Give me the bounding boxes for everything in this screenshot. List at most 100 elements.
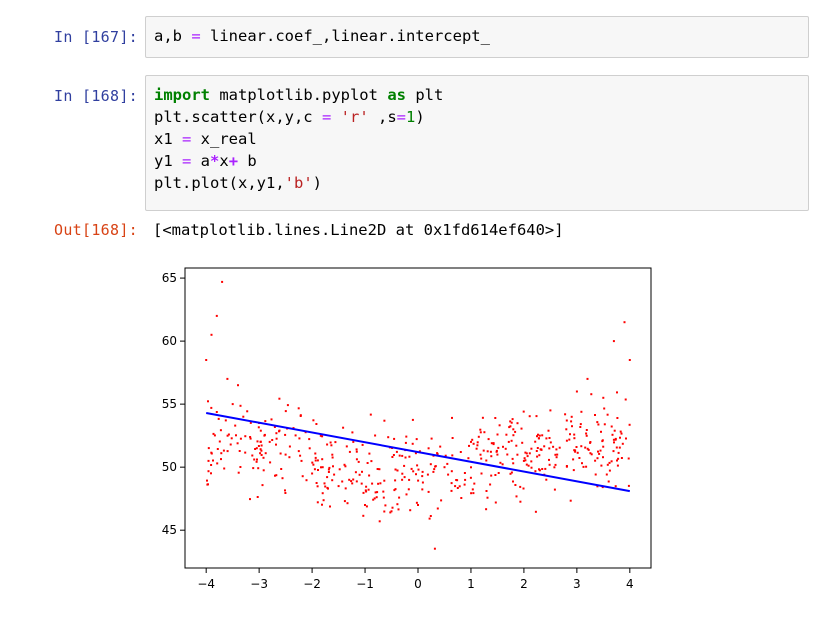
- scatter-point: [485, 508, 488, 511]
- scatter-point: [407, 488, 410, 491]
- scatter-point: [421, 475, 424, 478]
- scatter-point: [207, 483, 209, 486]
- scatter-point: [509, 420, 512, 423]
- scatter-point: [239, 437, 242, 440]
- scatter-point: [510, 421, 513, 424]
- code-editor[interactable]: import matplotlib.pyplot as plt plt.scatt…: [145, 75, 809, 211]
- scatter-point: [297, 407, 300, 410]
- scatter-point: [231, 403, 234, 406]
- scatter-point: [581, 462, 583, 465]
- scatter-point: [299, 454, 302, 457]
- scatter-point: [260, 449, 263, 452]
- scatter-point: [432, 470, 435, 473]
- scatter-point: [414, 452, 417, 455]
- scatter-point: [326, 486, 329, 489]
- scatter-point: [590, 453, 593, 456]
- scatter-point: [608, 461, 611, 464]
- scatter-point: [238, 450, 241, 452]
- scatter-point: [219, 429, 222, 432]
- scatter-point: [326, 443, 329, 446]
- scatter-point: [602, 456, 604, 459]
- code-token: 1: [406, 108, 416, 126]
- scatter-point: [286, 404, 289, 407]
- scatter-point: [415, 473, 417, 476]
- scatter-point: [585, 434, 588, 437]
- scatter-point: [281, 477, 284, 480]
- scatter-point: [417, 468, 420, 471]
- scatter-point: [549, 441, 552, 444]
- input-prompt: In [167]:: [54, 28, 138, 46]
- scatter-point: [492, 442, 495, 445]
- scatter-point: [348, 478, 351, 481]
- scatter-point: [538, 468, 540, 471]
- scatter-point: [278, 397, 281, 400]
- scatter-point: [366, 462, 369, 464]
- scatter-point: [284, 410, 287, 413]
- scatter-point: [278, 430, 280, 433]
- scatter-point: [527, 464, 530, 467]
- scatter-point: [597, 450, 599, 453]
- scatter-point: [207, 459, 210, 462]
- scatter-point: [479, 431, 482, 434]
- scatter-point: [404, 441, 407, 444]
- scatter-point: [598, 452, 601, 455]
- scatter-point: [394, 468, 397, 471]
- scatter-point: [401, 454, 404, 457]
- scatter-point: [262, 456, 265, 459]
- scatter-point: [580, 410, 583, 413]
- scatter-point: [470, 466, 472, 469]
- code-editor[interactable]: a,b = linear.coef_,linear.intercept_: [145, 16, 809, 58]
- scatter-point: [486, 450, 489, 453]
- x-tick-label: −3: [250, 577, 268, 591]
- scatter-point: [602, 445, 605, 448]
- scatter-point: [514, 484, 517, 486]
- scatter-point: [210, 472, 212, 475]
- scatter-point: [594, 414, 596, 416]
- scatter-point: [616, 417, 619, 419]
- code-line: x1 = x_real: [154, 128, 800, 150]
- scatter-point: [525, 463, 528, 466]
- scatter-point: [439, 445, 442, 448]
- scatter-point: [329, 441, 332, 444]
- scatter-point: [226, 377, 229, 380]
- scatter-point: [239, 404, 242, 407]
- y-tick-label: 45: [162, 523, 177, 537]
- scatter-point: [572, 469, 575, 472]
- scatter-point: [275, 443, 277, 446]
- scatter-point: [220, 458, 222, 461]
- scatter-point: [393, 489, 396, 492]
- scatter-point: [249, 436, 252, 438]
- code-line: y1 = a*x+ b: [154, 150, 800, 172]
- scatter-point: [236, 442, 239, 445]
- scatter-point: [368, 474, 371, 477]
- code-token: x: [219, 152, 229, 170]
- scatter-point: [614, 485, 617, 488]
- scatter-point: [600, 464, 603, 467]
- scatter-point: [226, 450, 229, 453]
- scatter-point: [256, 496, 259, 498]
- scatter-point: [257, 467, 260, 470]
- scatter-point: [382, 490, 385, 493]
- scatter-point: [536, 455, 539, 458]
- scatter-point: [528, 452, 531, 455]
- input-prompt: In [168]:: [54, 87, 138, 105]
- scatter-point: [397, 508, 400, 511]
- scatter-point: [249, 498, 251, 501]
- scatter-point: [535, 415, 538, 418]
- scatter-point: [607, 480, 610, 483]
- scatter-point: [279, 452, 282, 455]
- scatter-point: [600, 430, 602, 433]
- scatter-point: [565, 465, 568, 467]
- scatter-point: [490, 455, 493, 458]
- scatter-point: [537, 437, 540, 440]
- x-tick-label: −4: [197, 577, 215, 591]
- scatter-point: [316, 501, 319, 504]
- scatter-point: [417, 504, 419, 506]
- scatter-point: [365, 485, 368, 488]
- scatter-point: [262, 469, 265, 472]
- scatter-point: [226, 434, 229, 437]
- scatter-point: [311, 472, 314, 475]
- scatter-point: [398, 496, 401, 499]
- scatter-point: [210, 451, 213, 454]
- scatter-point: [585, 432, 588, 435]
